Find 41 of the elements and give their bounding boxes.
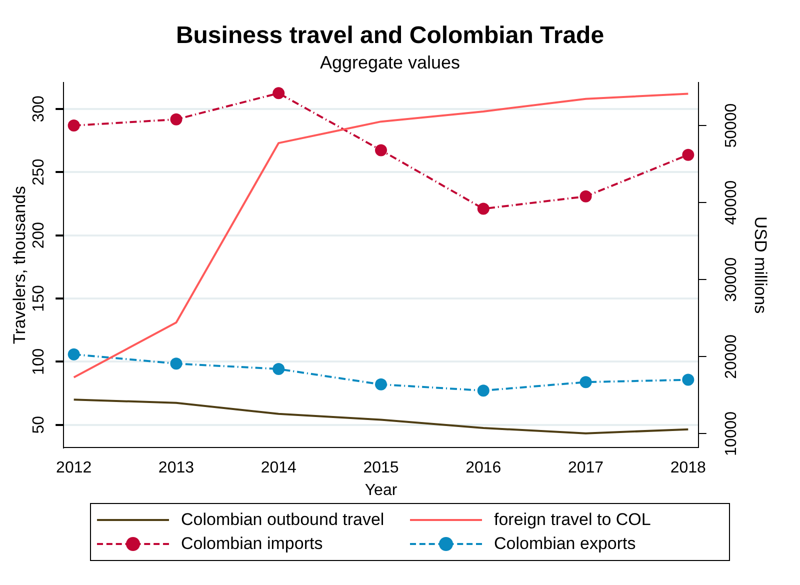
y2-axis-title: USD millions bbox=[751, 216, 770, 314]
y-tick-label: 200 bbox=[30, 222, 48, 249]
y-axis-title: Travelers, thousands bbox=[10, 186, 29, 344]
y-tick-label: 100 bbox=[30, 348, 48, 376]
point bbox=[170, 113, 182, 126]
point bbox=[477, 384, 490, 397]
point bbox=[580, 376, 592, 388]
y2-tick-label: 20000 bbox=[723, 334, 740, 379]
point bbox=[477, 202, 490, 215]
point bbox=[375, 378, 387, 390]
point bbox=[170, 358, 182, 370]
chart-title: Business travel and Colombian Trade bbox=[176, 22, 604, 50]
legend-label: Colombian outbound travel bbox=[181, 510, 384, 530]
y-tick-label: 50 bbox=[30, 416, 48, 434]
x-axis-title: Year bbox=[364, 482, 398, 499]
x-tick-label: 2015 bbox=[363, 460, 399, 477]
y2-tick-label: 50000 bbox=[723, 103, 740, 148]
x-tick-label: 2018 bbox=[670, 460, 706, 477]
legend-label: Colombian imports bbox=[181, 534, 323, 554]
legend-label: foreign travel to COL bbox=[494, 510, 651, 530]
y-tick-label: 300 bbox=[30, 95, 48, 122]
point bbox=[272, 87, 285, 100]
point bbox=[580, 190, 592, 202]
point bbox=[375, 144, 387, 156]
point bbox=[682, 374, 694, 386]
point bbox=[68, 348, 80, 360]
x-tick-label: 2016 bbox=[466, 460, 502, 477]
y2-tick-label: 30000 bbox=[723, 257, 740, 302]
point bbox=[272, 363, 285, 376]
point bbox=[682, 148, 694, 161]
x-tick-label: 2014 bbox=[260, 460, 297, 477]
x-tick-label: 2013 bbox=[158, 460, 194, 477]
y-tick-label: 150 bbox=[30, 285, 48, 312]
y2-tick-label: 10000 bbox=[723, 411, 740, 456]
chart-subtitle: Aggregate values bbox=[320, 52, 460, 73]
x-tick-label: 2012 bbox=[56, 460, 92, 477]
point bbox=[68, 120, 80, 132]
y2-tick-label: 40000 bbox=[723, 180, 740, 225]
legend-label: Colombian exports bbox=[494, 534, 636, 554]
y-tick-label: 250 bbox=[30, 158, 48, 186]
x-tick-label: 2017 bbox=[568, 460, 604, 477]
